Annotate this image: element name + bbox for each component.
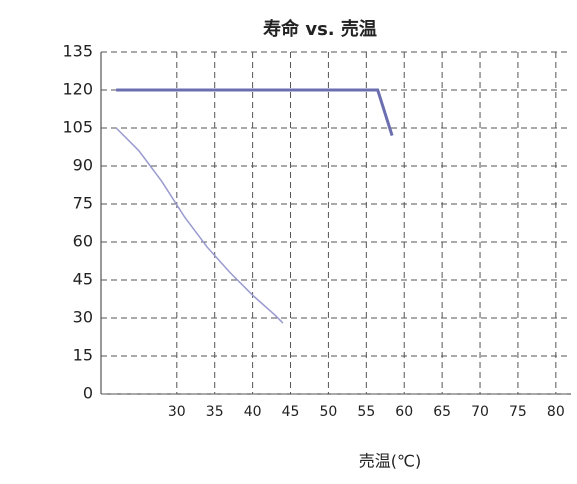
y-tick-label: 0 [83,384,93,403]
x-tick-label: 55 [357,404,375,420]
x-tick-label: 80 [547,404,565,420]
y-tick-label: 90 [73,156,93,175]
series-line [115,127,284,324]
y-tick-label: 15 [73,346,93,365]
y-tick-label: 105 [62,118,93,137]
x-tick-label: 65 [433,404,451,420]
chart-title: 寿命 vs. 売温 [263,18,377,40]
y-tick-label: 75 [73,194,93,213]
x-tick-label: 40 [244,404,262,420]
series-line [116,88,394,137]
x-tick-label: 75 [509,404,527,420]
x-tick-label: 50 [320,404,338,420]
y-tick-label: 30 [73,308,93,327]
y-tick-label: 60 [73,232,93,251]
x-axis-label: 売温(℃) [359,452,421,471]
x-tick-label: 30 [168,404,186,420]
x-tick-label: 45 [282,404,300,420]
y-tick-label: 120 [62,80,93,99]
y-tick-label: 45 [73,270,93,289]
x-tick-label: 70 [471,404,489,420]
x-tick-label: 60 [395,404,413,420]
x-tick-label: 35 [206,404,224,420]
y-tick-label: 135 [62,42,93,61]
